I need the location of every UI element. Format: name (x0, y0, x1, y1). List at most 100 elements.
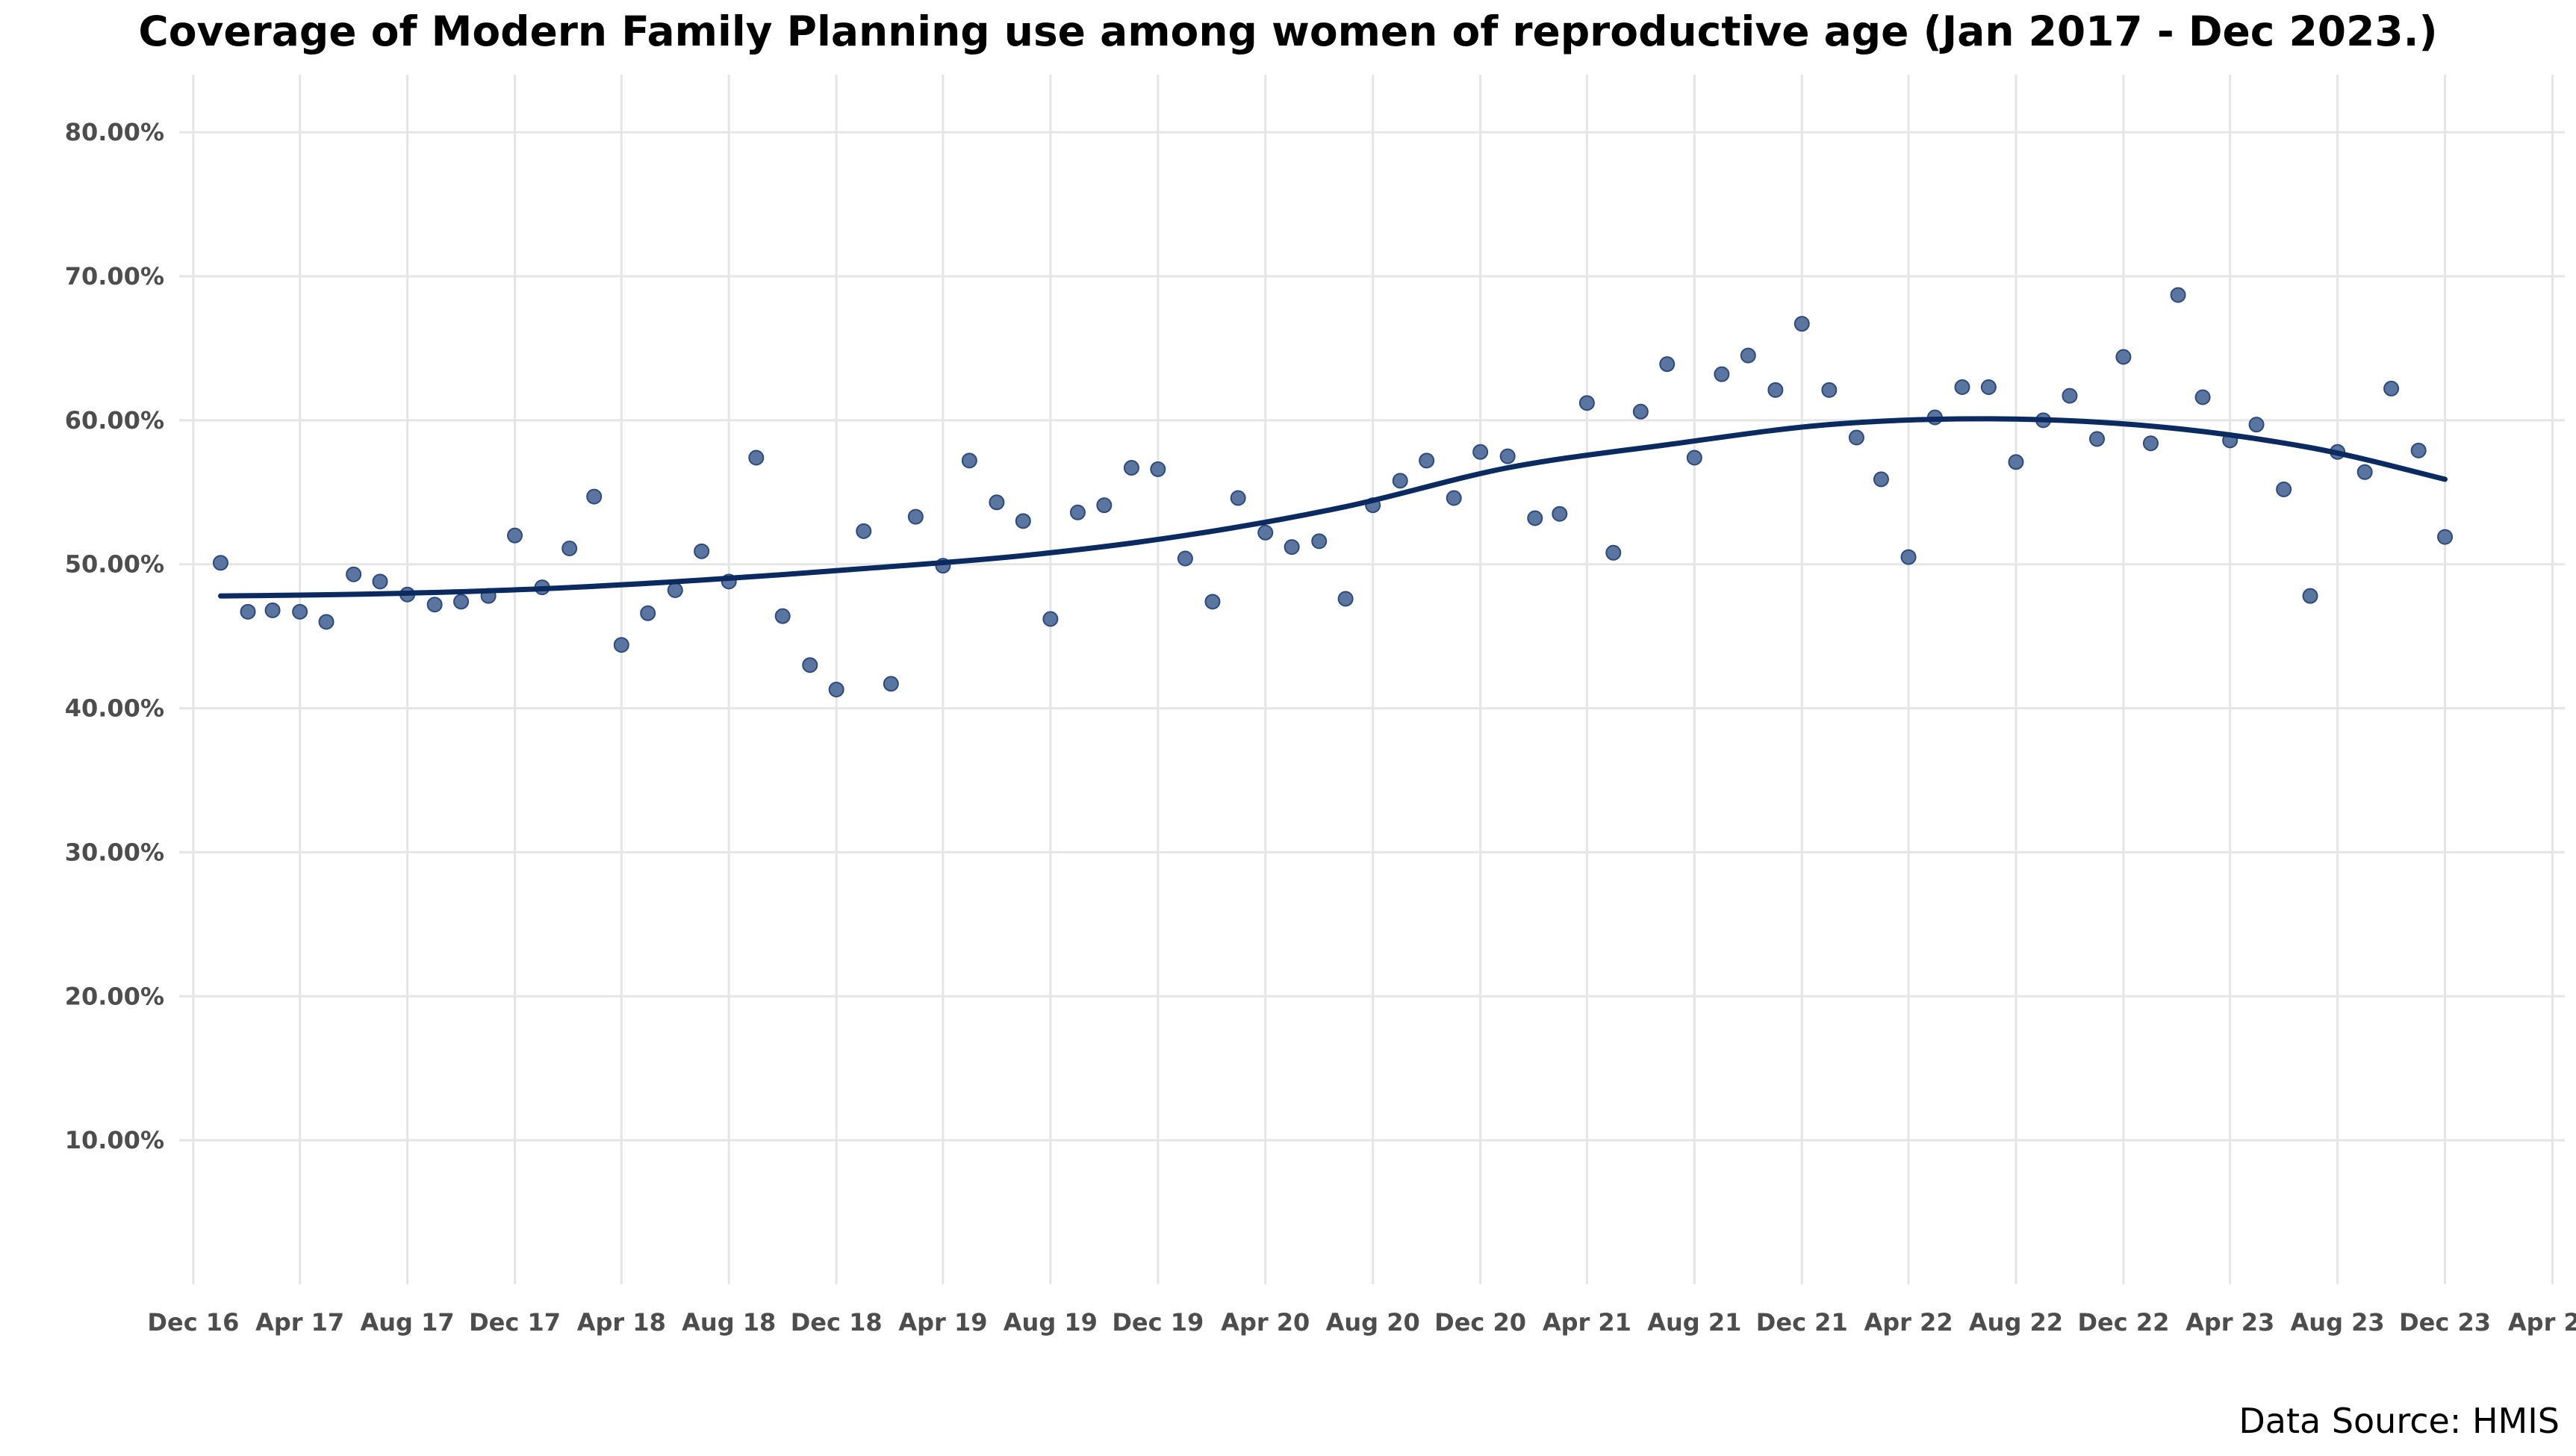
trend-line-path (218, 416, 2448, 599)
data-point (2302, 588, 2318, 604)
x-tick-label: Aug 23 (2291, 1308, 2385, 1337)
grid-lines (179, 75, 2565, 1284)
y-tick-label: 30.00% (65, 838, 164, 866)
x-tick-label: Aug 20 (1326, 1308, 1420, 1337)
y-tick-label: 60.00% (65, 406, 164, 435)
data-point (2142, 435, 2159, 452)
data-point (1311, 533, 1328, 550)
data-point (318, 614, 335, 630)
data-point (1069, 504, 1086, 520)
data-point (2356, 464, 2373, 480)
x-tick-label: Dec 18 (791, 1308, 883, 1337)
data-point (2089, 431, 2106, 447)
data-point (507, 527, 523, 544)
x-tick-label: Apr 18 (577, 1308, 666, 1337)
data-point (264, 602, 281, 618)
data-point (748, 449, 765, 466)
data-point (1954, 379, 1970, 395)
data-point (667, 582, 683, 598)
data-point (372, 573, 388, 590)
x-tick-label: Aug 21 (1647, 1308, 1741, 1337)
x-tick-label: Apr 23 (2185, 1308, 2274, 1337)
data-point (453, 594, 470, 610)
data-point (1980, 379, 1997, 395)
x-tick-label: Aug 17 (361, 1308, 455, 1337)
data-point (2170, 287, 2186, 303)
data-point (1578, 395, 1595, 411)
y-tick-label: 70.00% (65, 262, 164, 290)
x-tick-label: Dec 23 (2399, 1308, 2491, 1337)
data-point (1472, 444, 1489, 460)
x-axis-ticks: Dec 16 Apr 17 Aug 17 Dec 17 Apr 18 Aug 18 Dec … (147, 1308, 2576, 1337)
data-point (1632, 403, 1649, 420)
data-point (883, 676, 899, 692)
data-point (2276, 481, 2292, 497)
trend-line (218, 416, 2448, 599)
data-point (1499, 448, 1516, 464)
data-point (907, 508, 924, 525)
data-point (1177, 550, 1193, 567)
data-point (1552, 505, 1568, 522)
data-point (1821, 382, 1838, 398)
y-tick-label: 50.00% (65, 550, 164, 579)
data-point (613, 637, 629, 653)
data-point (2008, 454, 2024, 470)
y-tick-label: 10.00% (65, 1126, 164, 1154)
data-point (1605, 544, 1622, 561)
data-point (1392, 473, 1408, 489)
x-tick-label: Aug 18 (682, 1308, 776, 1337)
data-point (1284, 539, 1300, 556)
data-point (1686, 449, 1702, 466)
data-point (1015, 513, 1031, 529)
data-point (828, 682, 844, 697)
data-point (2248, 417, 2265, 433)
data-point (802, 657, 818, 673)
data-point (2410, 442, 2427, 458)
x-tick-label: Dec 20 (1434, 1308, 1526, 1337)
data-point (240, 603, 256, 620)
data-point (1740, 347, 1756, 364)
y-tick-label: 80.00% (65, 118, 164, 146)
x-tick-label: Apr 20 (1221, 1308, 1310, 1337)
x-tick-label: Dec 19 (1112, 1308, 1204, 1337)
y-tick-label: 40.00% (65, 694, 164, 723)
chart-title: Coverage of Modern Family Planning use a… (138, 7, 2438, 55)
data-point (1527, 510, 1543, 526)
data-points (212, 287, 2454, 697)
data-point (1096, 497, 1113, 514)
data-point (1848, 429, 1864, 446)
x-tick-label: Apr 19 (898, 1308, 987, 1337)
data-point (1230, 490, 1246, 506)
data-point (1337, 591, 1354, 607)
data-point (1767, 382, 1784, 398)
x-tick-label: Apr 17 (255, 1308, 344, 1337)
data-point (1042, 611, 1059, 627)
data-point (2115, 349, 2132, 365)
data-point (1150, 461, 1166, 477)
y-axis-ticks: 10.00% 20.00% 30.00% 40.00% 50.00% 60.00% 70.0… (65, 118, 164, 1154)
data-point (1659, 356, 1676, 373)
data-point (586, 488, 603, 505)
data-point (1123, 460, 1139, 476)
x-tick-label: Aug 22 (1969, 1308, 2063, 1337)
data-point (212, 555, 228, 571)
data-point (561, 541, 578, 556)
data-point (2437, 529, 2454, 545)
data-point (640, 605, 656, 621)
x-tick-label: Dec 22 (2077, 1308, 2169, 1337)
data-point (1446, 490, 1462, 506)
x-tick-label: Dec 21 (1756, 1308, 1848, 1337)
data-point (1419, 452, 1435, 469)
x-tick-label: Apr 24 (2508, 1308, 2576, 1337)
x-tick-label: Aug 19 (1004, 1308, 1098, 1337)
data-point (1900, 549, 1917, 565)
data-point (426, 597, 443, 613)
data-point (2194, 389, 2211, 405)
data-point (292, 603, 308, 620)
x-tick-label: Apr 21 (1543, 1308, 1631, 1337)
data-point (1873, 471, 1889, 488)
data-point (989, 494, 1005, 511)
data-point (961, 452, 977, 469)
x-tick-label: Dec 17 (469, 1308, 561, 1337)
